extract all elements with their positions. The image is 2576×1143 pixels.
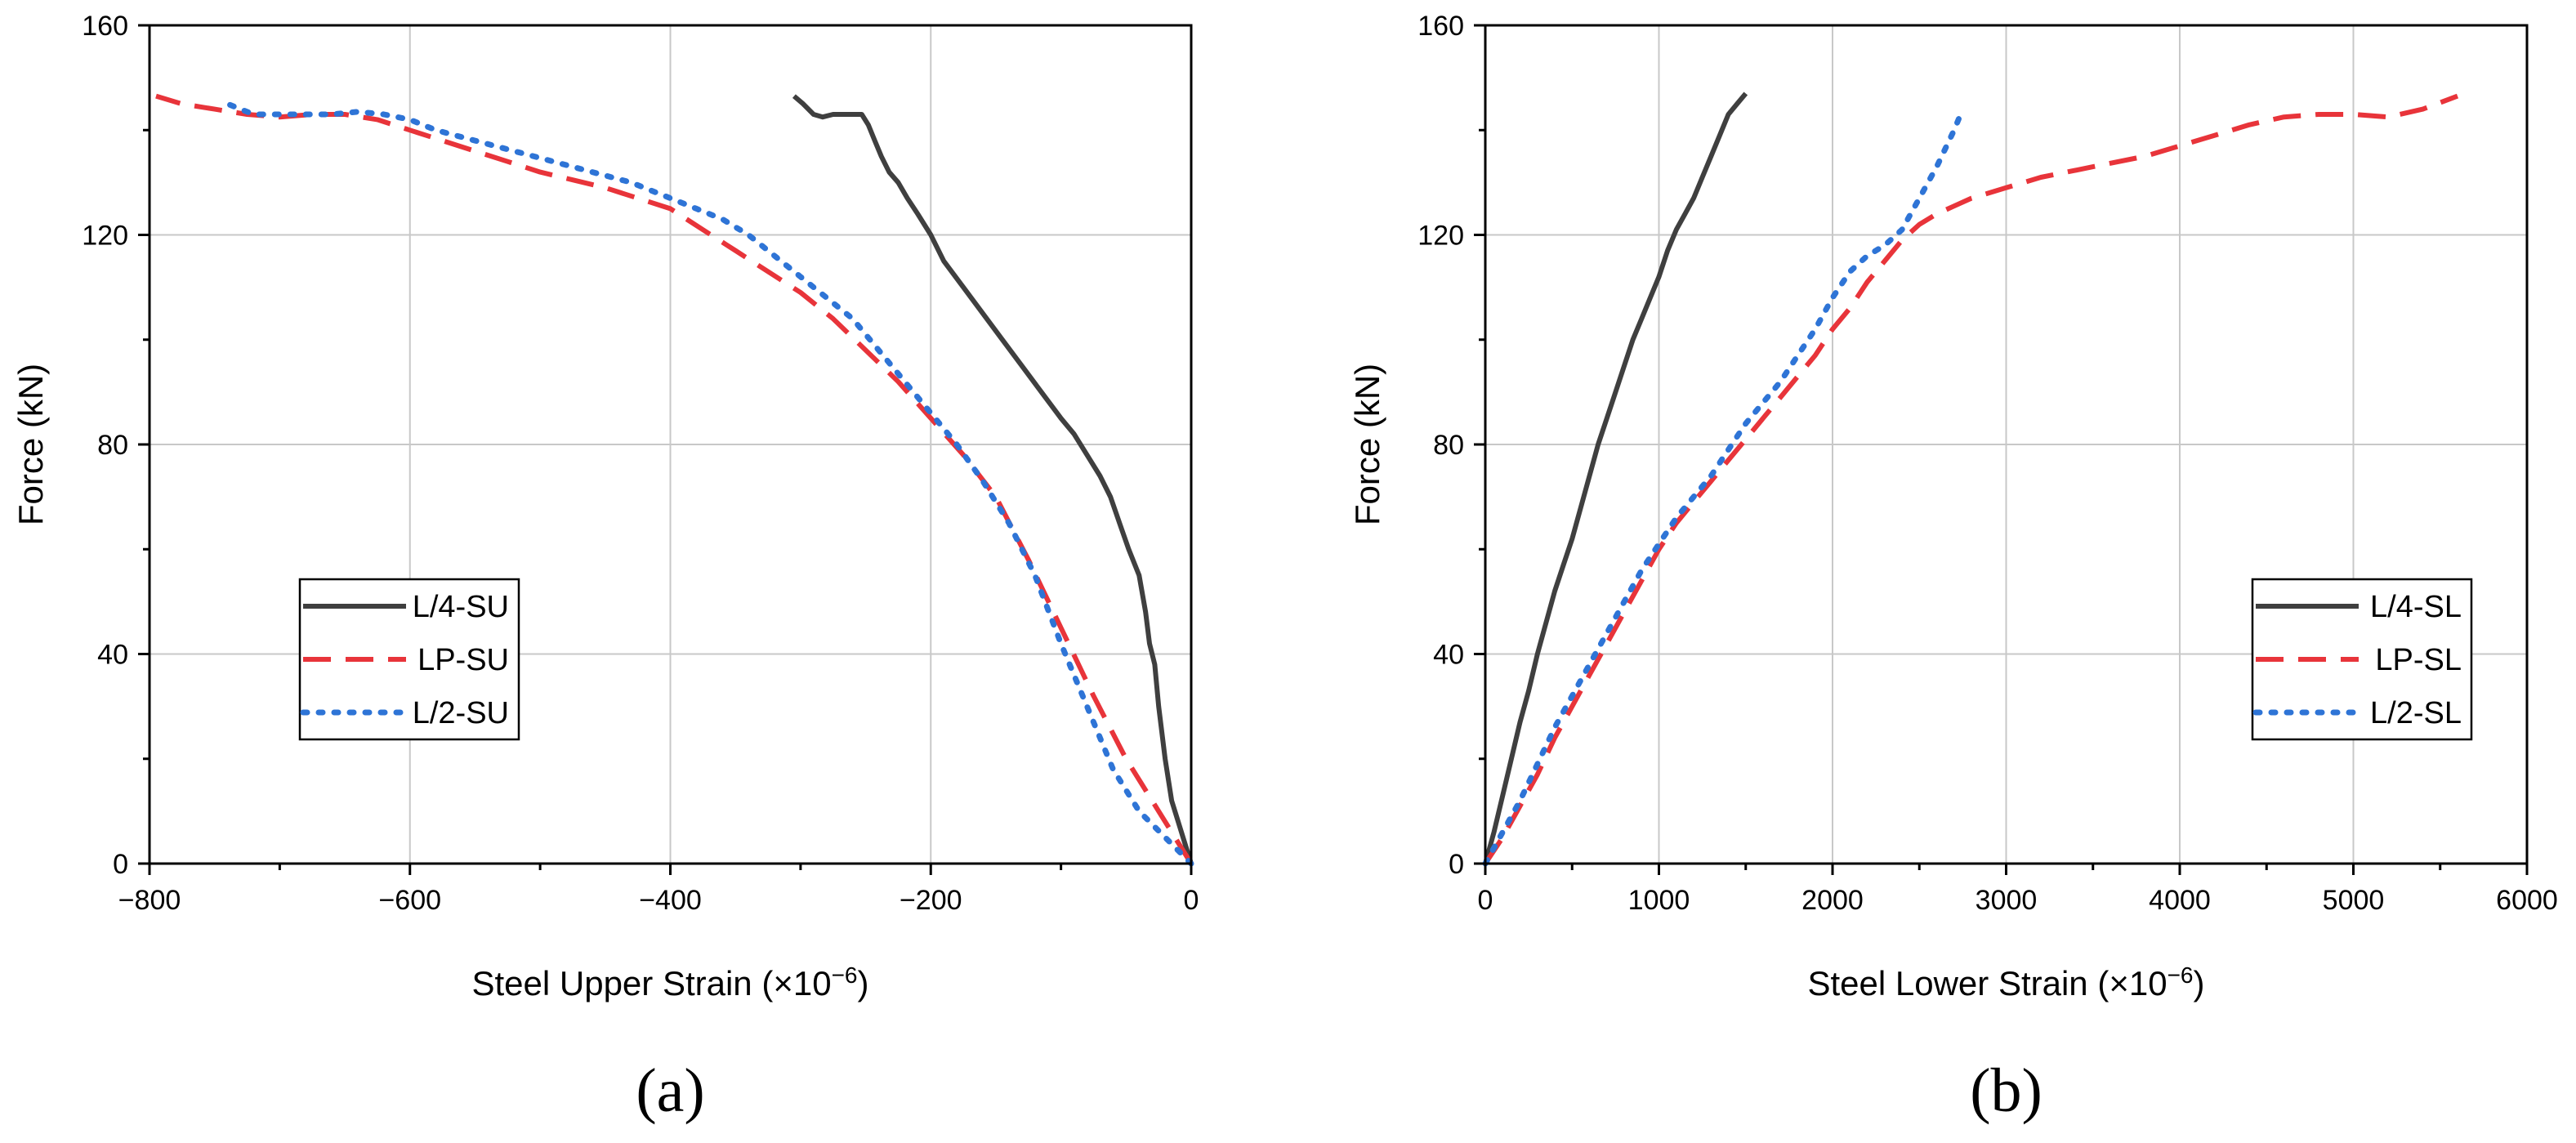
legend-label: L/2-SU (413, 696, 509, 730)
x-tick-label: 0 (1478, 885, 1493, 916)
y-axis-title-b: Force (kN) (1348, 364, 1386, 525)
series-line-l-4-sl (1483, 92, 1748, 864)
legend-b: L/4-SL LP-SL L/2-SL (2251, 578, 2473, 741)
tick-labels-a: −800 −600 −400 −200 0 0 40 80 120 160 (82, 11, 1199, 916)
y-tick-label: 0 (113, 849, 128, 880)
tick-labels-b: 0 1000 2000 3000 4000 5000 6000 0 40 80 120 160 (1417, 11, 2558, 916)
panel-label-a: (a) (636, 1056, 704, 1125)
series-line-l-2-sl (1482, 106, 1966, 867)
y-tick-label: 40 (97, 640, 128, 671)
legend-a: L/4-SU LP-SU L/2-SU (298, 578, 520, 741)
y-tick-label: 0 (1449, 849, 1464, 880)
x-tick-label: 6000 (2496, 885, 2558, 916)
ticks-a (138, 24, 1193, 875)
x-tick-label: 1000 (1628, 885, 1690, 916)
x-axis-title-a: Steel Upper Strain (×10−6) (471, 962, 868, 1003)
y-tick-label: 120 (82, 221, 128, 252)
y-tick-label: 160 (1417, 11, 1464, 42)
x-tick-label: 4000 (2149, 885, 2211, 916)
y-tick-label: 160 (82, 11, 128, 42)
x-tick-label: −200 (900, 885, 962, 916)
ticks-b (1474, 24, 2529, 875)
y-tick-label: 80 (97, 430, 128, 461)
series-layer-b (1482, 92, 2459, 867)
x-axis-title-b: Steel Lower Strain (×10−6) (1807, 962, 2204, 1003)
series-line-lp-sl (1483, 93, 2459, 865)
x-tick-label: −600 (378, 885, 441, 916)
legend-label: L/2-SL (2370, 696, 2462, 730)
x-tick-label: 2000 (1801, 885, 1864, 916)
x-tick-label: −400 (639, 885, 702, 916)
grid-b (1485, 25, 2527, 864)
series-layer-a (155, 93, 1194, 867)
legend-label: L/4-SL (2370, 590, 2462, 624)
series-line-l-4-su (792, 94, 1194, 864)
y-axis-title-a: Force (kN) (11, 364, 50, 525)
legend-label: LP-SU (417, 643, 509, 677)
series-line-l-2-su (225, 100, 1194, 867)
chart-panel-a: −800 −600 −400 −200 0 0 40 80 120 160 Steel Upper… (11, 11, 1199, 1125)
y-tick-label: 80 (1433, 430, 1464, 461)
y-tick-label: 40 (1433, 640, 1464, 671)
chart-panel-b: 0 1000 2000 3000 4000 5000 6000 0 40 80 120 160 Ste… (1348, 11, 2558, 1125)
legend-label: LP-SL (2375, 643, 2462, 677)
series-line-lp-su (155, 93, 1194, 865)
panel-label-b: (b) (1970, 1056, 2042, 1125)
legend-label: L/4-SU (413, 590, 509, 624)
y-tick-label: 120 (1417, 221, 1464, 252)
x-tick-label: 3000 (1976, 885, 2038, 916)
x-tick-label: 5000 (2323, 885, 2385, 916)
x-tick-label: −800 (118, 885, 181, 916)
x-tick-label: 0 (1184, 885, 1199, 916)
